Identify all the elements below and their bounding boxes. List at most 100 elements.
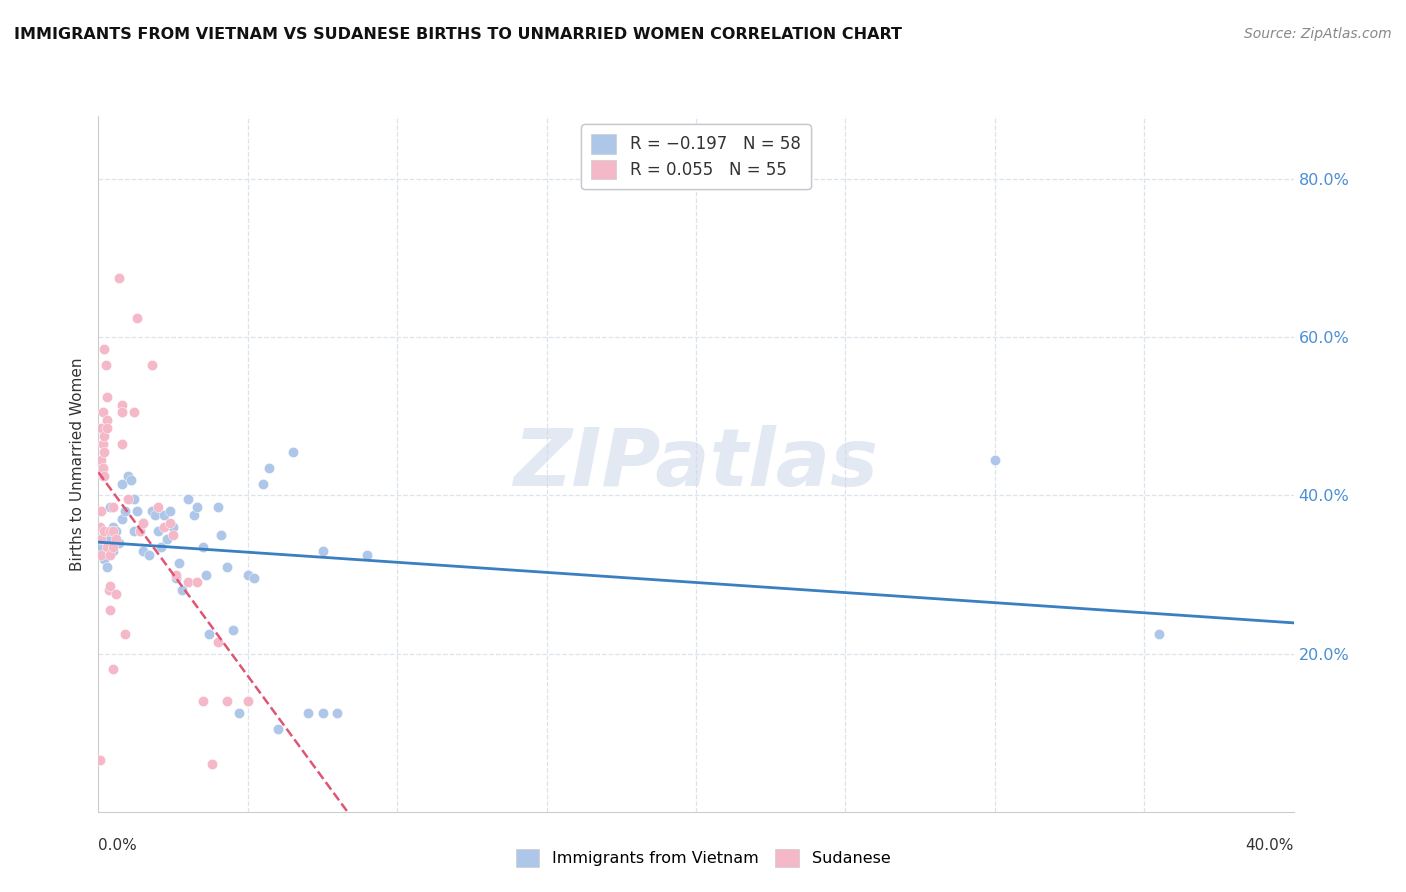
Point (215, 694, 238, 708)
Point (108, 271, 131, 285)
Point (105, 532, 128, 546)
Point (207, 634, 229, 648)
Point (90, 548, 112, 562)
Point (90, 453, 112, 467)
Point (103, 520, 125, 534)
Text: ZIPatlas: ZIPatlas (513, 425, 879, 503)
Point (267, 722, 290, 736)
Point (93, 445, 115, 459)
Point (100, 524, 122, 538)
Point (297, 706, 319, 720)
Point (191, 694, 214, 708)
Point (162, 528, 184, 542)
Point (114, 627, 136, 641)
Point (159, 516, 181, 530)
Point (117, 492, 139, 507)
Point (156, 532, 179, 546)
Point (159, 504, 181, 518)
Point (311, 543, 333, 558)
Point (108, 536, 131, 550)
Point (138, 548, 160, 562)
Point (100, 500, 122, 515)
Point (105, 587, 128, 601)
Point (356, 548, 378, 562)
Point (243, 572, 266, 586)
Point (103, 543, 125, 558)
Point (281, 445, 304, 459)
Text: 0.0%: 0.0% (98, 838, 138, 854)
Point (90, 540, 112, 554)
Point (96, 540, 118, 554)
Point (215, 559, 238, 574)
Point (114, 504, 136, 518)
Point (111, 405, 134, 419)
Point (100, 579, 122, 593)
Point (257, 460, 280, 475)
Point (132, 543, 155, 558)
Point (228, 706, 250, 720)
Point (91, 405, 114, 419)
Point (165, 572, 187, 586)
Point (91, 437, 114, 451)
Point (90, 532, 112, 546)
Point (89, 520, 111, 534)
Point (96, 390, 118, 404)
Point (96, 413, 118, 427)
Point (93, 551, 115, 566)
Point (100, 532, 122, 546)
Point (326, 706, 349, 720)
Point (198, 627, 221, 641)
Point (124, 524, 146, 538)
Point (91, 460, 114, 475)
Point (111, 398, 134, 412)
Point (93, 524, 115, 538)
Point (150, 540, 173, 554)
Point (172, 583, 194, 598)
Point (252, 476, 274, 491)
Point (186, 500, 208, 515)
Point (96, 559, 118, 574)
Point (103, 524, 125, 538)
Point (153, 508, 176, 523)
Point (100, 603, 122, 617)
Point (90, 504, 112, 518)
Point (94, 358, 117, 372)
Point (111, 476, 134, 491)
Point (183, 508, 205, 523)
Legend: Immigrants from Vietnam, Sudanese: Immigrants from Vietnam, Sudanese (508, 840, 898, 875)
Point (222, 623, 245, 637)
Point (143, 508, 166, 523)
Point (207, 500, 229, 515)
Point (153, 520, 176, 534)
Point (162, 520, 184, 534)
Point (96, 536, 118, 550)
Point (148, 500, 170, 515)
Point (127, 310, 149, 325)
Point (105, 524, 128, 538)
Point (209, 528, 232, 542)
Text: IMMIGRANTS FROM VIETNAM VS SUDANESE BIRTHS TO UNMARRIED WOMEN CORRELATION CHART: IMMIGRANTS FROM VIETNAM VS SUDANESE BIRT… (14, 27, 903, 42)
Point (167, 556, 190, 570)
Point (311, 706, 333, 720)
Point (984, 453, 1007, 467)
Legend: R = −0.197   N = 58, R = 0.055   N = 55: R = −0.197 N = 58, R = 0.055 N = 55 (581, 124, 811, 189)
Point (103, 500, 125, 515)
Text: Source: ZipAtlas.com: Source: ZipAtlas.com (1244, 27, 1392, 41)
Point (141, 504, 163, 518)
Point (236, 694, 259, 708)
Point (120, 473, 142, 487)
Point (177, 575, 200, 590)
Point (165, 567, 187, 582)
Y-axis label: Births to Unmarried Women: Births to Unmarried Women (70, 357, 86, 571)
Point (97, 583, 120, 598)
Point (93, 429, 115, 443)
Point (103, 662, 125, 676)
Point (124, 405, 146, 419)
Point (127, 504, 149, 518)
Point (93, 524, 115, 538)
Point (195, 567, 218, 582)
Point (117, 468, 139, 483)
Point (96, 421, 118, 435)
Point (141, 358, 163, 372)
Point (186, 575, 208, 590)
